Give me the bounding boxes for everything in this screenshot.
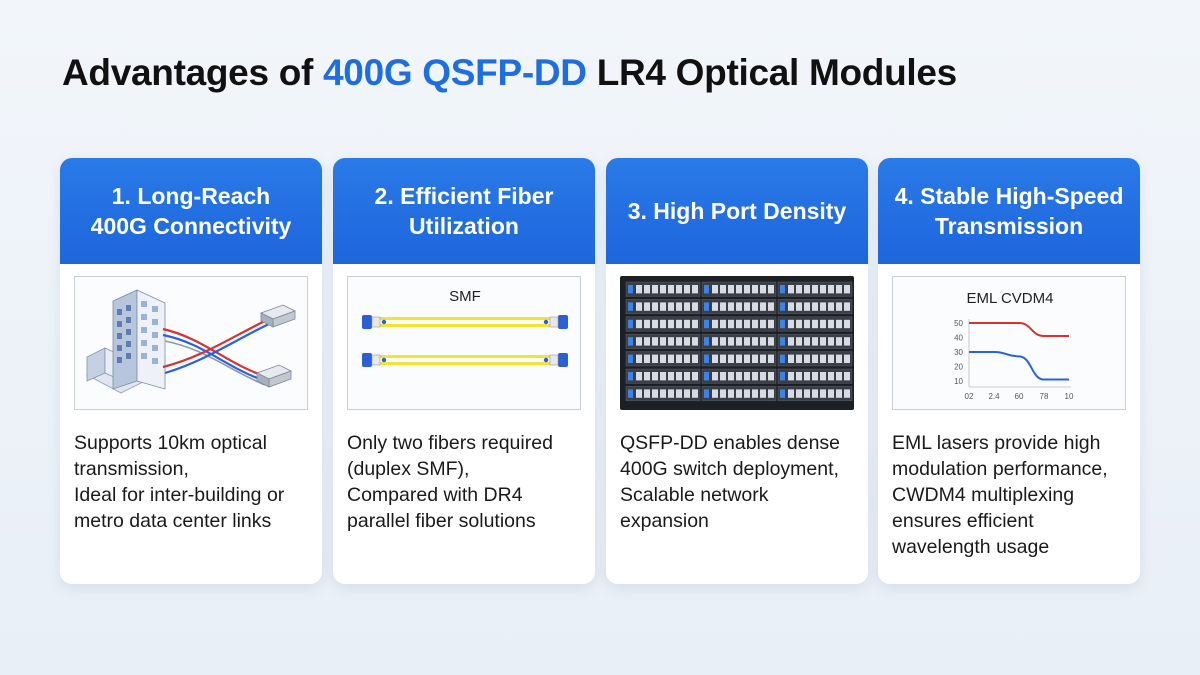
card-port-density: 3. High Port Density QSFP-DD enables den…: [606, 158, 868, 584]
page-title: Advantages of 400G QSFP-DD LR4 Optical M…: [62, 52, 957, 94]
description-line: modulation performance,: [892, 458, 1108, 480]
card-long-reach: 1. Long-Reach 400G Connectivity: [60, 158, 322, 584]
card-heading-line: Utilization: [409, 213, 519, 239]
description-line: Supports 10km optical: [74, 432, 267, 454]
description-line: (duplex SMF),: [347, 458, 470, 480]
building-fiber-link-icon: [74, 276, 308, 410]
description-line: Compared with DR4: [347, 484, 523, 506]
description-line: Only two fibers required: [347, 432, 553, 454]
card-description: EML lasers provide high modulation perfo…: [892, 430, 1132, 560]
duplex-fiber-cable-icon: SMF: [347, 276, 581, 410]
card-description: QSFP-DD enables dense 400G switch deploy…: [620, 430, 860, 534]
title-suffix: LR4 Optical Modules: [586, 52, 958, 93]
description-line: EML lasers provide high: [892, 432, 1101, 454]
x-tick-label: 2.4: [988, 392, 1000, 401]
card-fiber-utilization: 2. Efficient Fiber Utilization SMF: [333, 158, 595, 584]
chart-label: EML CVDM4: [967, 290, 1054, 307]
description-line: 400G switch deployment,: [620, 458, 839, 480]
x-tick-label: 78: [1040, 392, 1049, 401]
card-heading: 4. Stable High-Speed Transmission: [878, 158, 1140, 264]
card-heading-line: 3. High Port Density: [627, 198, 847, 224]
description-line: metro data center links: [74, 510, 272, 532]
series-line-1: [968, 351, 1069, 381]
description-line: QSFP-DD enables dense: [620, 432, 841, 454]
wavelength-chart-icon: EML CVDM4 50 40 30 20 10 02 2.4 60 78 10: [892, 276, 1126, 410]
y-tick-label: 20: [954, 363, 963, 372]
description-line: Scalable network: [620, 484, 769, 506]
title-highlight: 400G QSFP-DD: [323, 52, 587, 93]
description-line: expansion: [620, 510, 709, 532]
card-heading-line: 1. Long-Reach: [111, 183, 271, 209]
advantage-cards: 1. Long-Reach 400G Connectivity: [60, 158, 1140, 584]
description-line: ensures efficient: [892, 510, 1034, 532]
y-tick-label: 40: [954, 334, 963, 343]
description-line: wavelength usage: [892, 536, 1050, 558]
y-tick-label: 50: [954, 319, 963, 328]
card-heading-line: 4. Stable High-Speed: [894, 183, 1124, 209]
smf-label: SMF: [449, 288, 481, 305]
description-line: parallel fiber solutions: [347, 510, 536, 532]
card-stable-transmission: 4. Stable High-Speed Transmission EML CV…: [878, 158, 1140, 584]
card-heading: 1. Long-Reach 400G Connectivity: [60, 158, 322, 264]
x-tick-label: 60: [1015, 392, 1024, 401]
y-tick-label: 10: [954, 377, 963, 386]
description-line: CWDM4 multiplexing: [892, 484, 1075, 506]
x-tick-label: 02: [965, 392, 974, 401]
description-line: transmission,: [74, 458, 189, 480]
switch-rack-icon: [620, 276, 854, 410]
card-heading: 3. High Port Density: [606, 158, 868, 264]
card-description: Only two fibers required (duplex SMF), C…: [347, 430, 587, 534]
y-tick-label: 30: [954, 348, 963, 357]
card-heading-line: 2. Efficient Fiber: [374, 183, 554, 209]
series-line-0: [969, 322, 1069, 338]
description-line: Ideal for inter-building or: [74, 484, 285, 506]
card-heading: 2. Efficient Fiber Utilization: [333, 158, 595, 264]
card-heading-line: Transmission: [934, 213, 1084, 239]
title-prefix: Advantages of: [62, 52, 324, 93]
card-description: Supports 10km optical transmission, Idea…: [74, 430, 314, 534]
card-heading-line: 400G Connectivity: [90, 213, 292, 239]
x-tick-label: 10: [1065, 392, 1074, 401]
